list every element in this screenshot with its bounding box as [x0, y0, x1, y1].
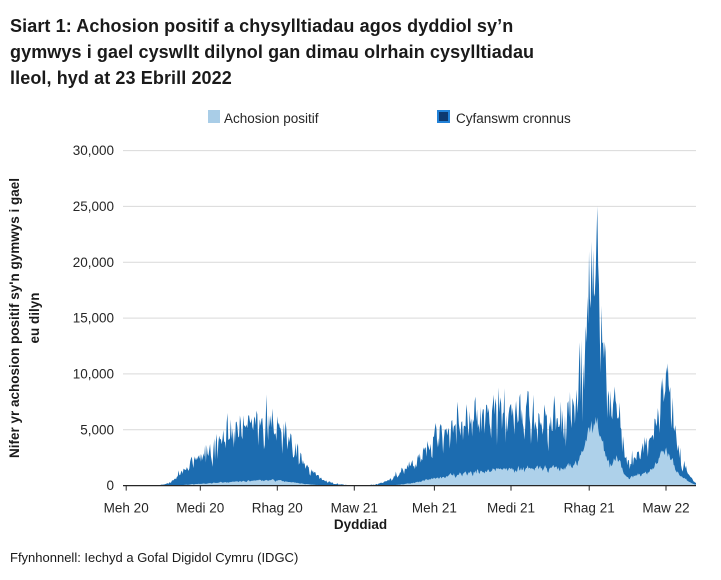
svg-text:Maw 22: Maw 22 [642, 501, 689, 516]
svg-text:Meh 20: Meh 20 [104, 501, 149, 516]
svg-text:30,000: 30,000 [73, 143, 114, 158]
svg-text:25,000: 25,000 [73, 199, 114, 214]
svg-text:Rhag 20: Rhag 20 [252, 501, 303, 516]
svg-text:Meh 21: Meh 21 [412, 501, 457, 516]
svg-text:0: 0 [106, 478, 114, 493]
svg-text:15,000: 15,000 [73, 311, 114, 326]
svg-text:Rhag 21: Rhag 21 [564, 501, 615, 516]
svg-text:20,000: 20,000 [73, 255, 114, 270]
svg-text:Medi 21: Medi 21 [487, 501, 535, 516]
svg-text:Maw 21: Maw 21 [331, 501, 378, 516]
svg-text:Medi 20: Medi 20 [176, 501, 224, 516]
svg-text:10,000: 10,000 [73, 366, 114, 381]
svg-text:5,000: 5,000 [80, 422, 114, 437]
